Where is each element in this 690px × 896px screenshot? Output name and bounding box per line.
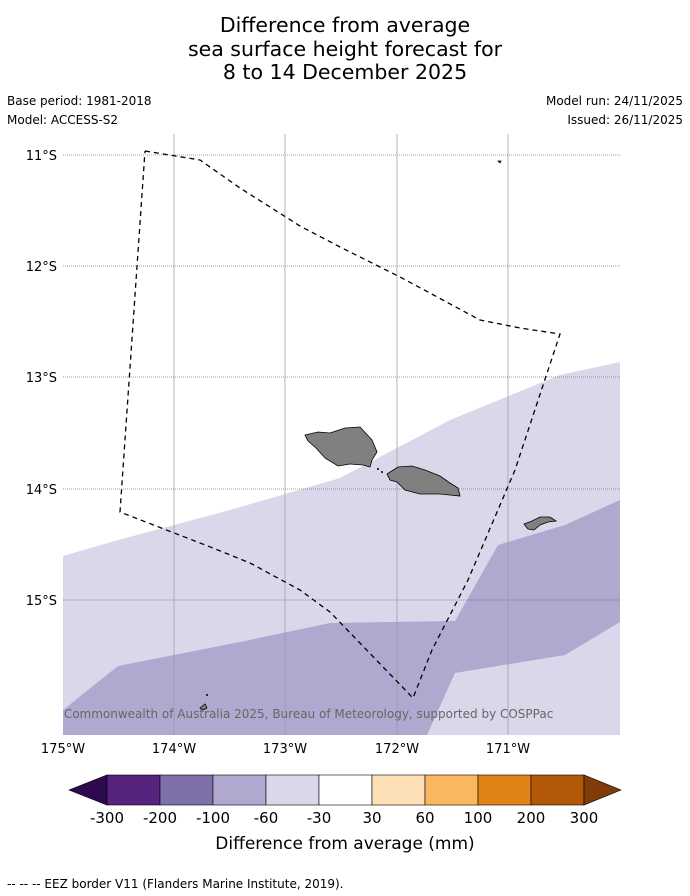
lon-label-172: 172°W bbox=[375, 742, 419, 757]
lat-label-15: 15°S bbox=[26, 594, 57, 609]
colorbar-segment-4 bbox=[265, 774, 320, 806]
colorbar-ticks: -300 -200 -100 -60 -30 30 60 100 200 300 bbox=[90, 809, 598, 827]
colorbar-tick-7: 60 bbox=[415, 809, 434, 827]
island-savaii bbox=[304, 426, 378, 468]
issued-date: Issued: 26/11/2025 bbox=[567, 113, 683, 127]
colorbar-tick-10: 300 bbox=[570, 809, 599, 827]
colorbar bbox=[68, 774, 622, 806]
anomaly-band-medium bbox=[63, 500, 620, 735]
title-line-2: sea surface height forecast for bbox=[187, 36, 503, 61]
lon-label-175: 175°W bbox=[41, 742, 85, 757]
model-name: Model: ACCESS-S2 bbox=[7, 113, 119, 127]
colorbar-tick-6: 30 bbox=[362, 809, 381, 827]
island-small-north bbox=[497, 160, 502, 164]
colorbar-tick-9: 200 bbox=[517, 809, 546, 827]
lat-label-13: 13°S bbox=[26, 371, 57, 386]
eez-legend: -- -- -- EEZ border V11 (Flanders Marine… bbox=[7, 877, 344, 891]
copyright-text: © Commonwealth of Australia 2025, Bureau… bbox=[48, 707, 553, 721]
meta-left: Base period: 1981-2018 Model: ACCESS-S2 bbox=[7, 92, 152, 130]
colorbar-segment-7 bbox=[424, 774, 479, 806]
colorbar-tick-4: -60 bbox=[254, 809, 279, 827]
base-period: Base period: 1981-2018 bbox=[7, 94, 152, 108]
colorbar-tick-8: 100 bbox=[464, 809, 493, 827]
longitude-labels: 175°W 174°W 173°W 172°W 171°W bbox=[41, 742, 530, 757]
lat-label-11: 11°S bbox=[26, 149, 57, 164]
land-masses bbox=[199, 160, 558, 711]
chart-title: Difference from average sea surface heig… bbox=[0, 13, 690, 85]
colorbar-extend-low bbox=[68, 774, 108, 806]
colorbar-segment-9 bbox=[530, 774, 585, 806]
colorbar-segment-5 bbox=[318, 774, 373, 806]
islet-2 bbox=[381, 471, 383, 473]
colorbar-tick-5: -30 bbox=[307, 809, 332, 827]
colorbar-segment-1 bbox=[106, 774, 161, 806]
lat-label-12: 12°S bbox=[26, 260, 57, 275]
title-line-1: Difference from average bbox=[219, 13, 471, 37]
colorbar-tick-3: -100 bbox=[196, 809, 230, 827]
colorbar-tick-1: -300 bbox=[90, 809, 124, 827]
map-plot-area: © Commonwealth of Australia 2025, Bureau… bbox=[48, 134, 620, 735]
latitude-labels: 11°S 12°S 13°S 14°S 15°S bbox=[26, 149, 57, 609]
island-tutuila bbox=[523, 516, 558, 531]
colorbar-segment-3 bbox=[212, 774, 267, 806]
colorbar-extend-high bbox=[583, 774, 622, 806]
title-line-3: 8 to 14 December 2025 bbox=[222, 60, 468, 84]
colorbar-label: Difference from average (mm) bbox=[215, 834, 475, 854]
colorbar-segment-6 bbox=[371, 774, 426, 806]
lon-label-171: 171°W bbox=[486, 742, 530, 757]
island-small-south bbox=[199, 703, 208, 711]
lat-label-14: 14°S bbox=[26, 483, 57, 498]
colorbar-segment-8 bbox=[477, 774, 532, 806]
island-upolu bbox=[386, 465, 461, 497]
lon-label-173: 173°W bbox=[263, 742, 307, 757]
islet-1 bbox=[377, 468, 379, 470]
meridians bbox=[173, 134, 509, 735]
eez-border bbox=[119, 150, 561, 700]
lon-label-174: 174°W bbox=[152, 742, 196, 757]
meta-right: Model run: 24/11/2025 Issued: 26/11/2025 bbox=[546, 92, 683, 130]
colorbar-segment-2 bbox=[159, 774, 214, 806]
model-run: Model run: 24/11/2025 bbox=[545, 94, 683, 108]
gridlines bbox=[63, 154, 620, 601]
islet-3 bbox=[206, 694, 208, 696]
colorbar-tick-2: -200 bbox=[143, 809, 177, 827]
